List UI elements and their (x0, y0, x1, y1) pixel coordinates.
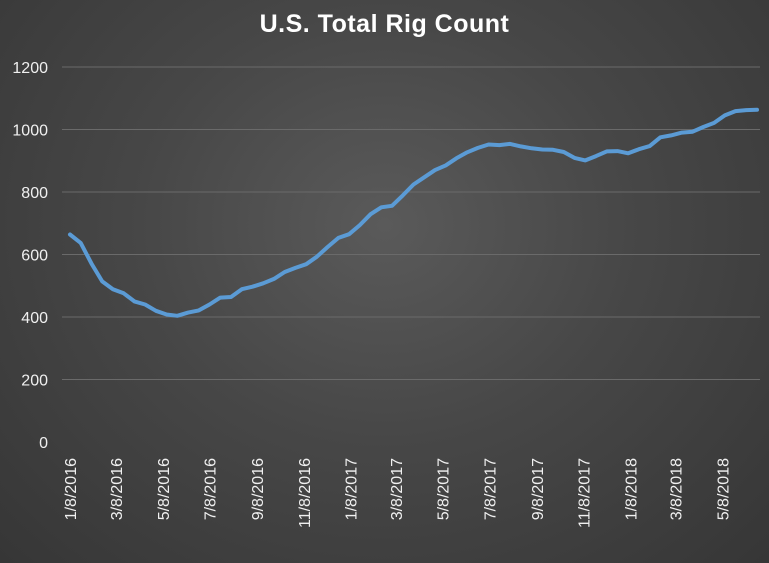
x-tick-label: 5/8/2017 (436, 458, 453, 520)
x-axis-ticks: 1/8/2016 3/8/2016 5/8/2016 7/8/2016 9/8/2016… (63, 458, 732, 528)
x-tick-label: 1/8/2017 (344, 458, 361, 520)
x-tick-label: 5/8/2016 (156, 458, 173, 520)
y-tick-label: 400 (21, 310, 48, 327)
gridlines (62, 66, 760, 380)
x-tick-label: 9/8/2016 (250, 458, 267, 520)
chart-title: U.S. Total Rig Count (259, 10, 510, 38)
y-tick-label: 800 (21, 185, 48, 202)
x-tick-label: 7/8/2016 (203, 458, 220, 520)
x-tick-label: 3/8/2016 (109, 458, 126, 520)
x-tick-label: 1/8/2018 (623, 458, 640, 520)
y-tick-label: 600 (21, 248, 48, 265)
series-line-0 (68, 107, 759, 318)
x-tick-label: 3/8/2018 (669, 458, 686, 520)
y-axis-ticks: 0 200 400 600 800 1000 1200 (12, 60, 48, 452)
y-tick-label: 200 (21, 373, 48, 390)
y-tick-label: 1200 (12, 60, 48, 77)
x-tick-label: 11/8/2017 (577, 458, 594, 528)
y-tick-label: 1000 (12, 123, 48, 140)
x-tick-label: 1/8/2016 (63, 458, 80, 520)
series-layer (68, 107, 759, 318)
x-tick-label: 11/8/2016 (297, 458, 314, 528)
y-tick-label: 0 (39, 435, 48, 452)
x-tick-label: 9/8/2017 (530, 458, 547, 520)
x-tick-label: 5/8/2018 (715, 458, 732, 520)
x-tick-label: 3/8/2017 (389, 458, 406, 520)
x-tick-label: 7/8/2017 (482, 458, 499, 520)
